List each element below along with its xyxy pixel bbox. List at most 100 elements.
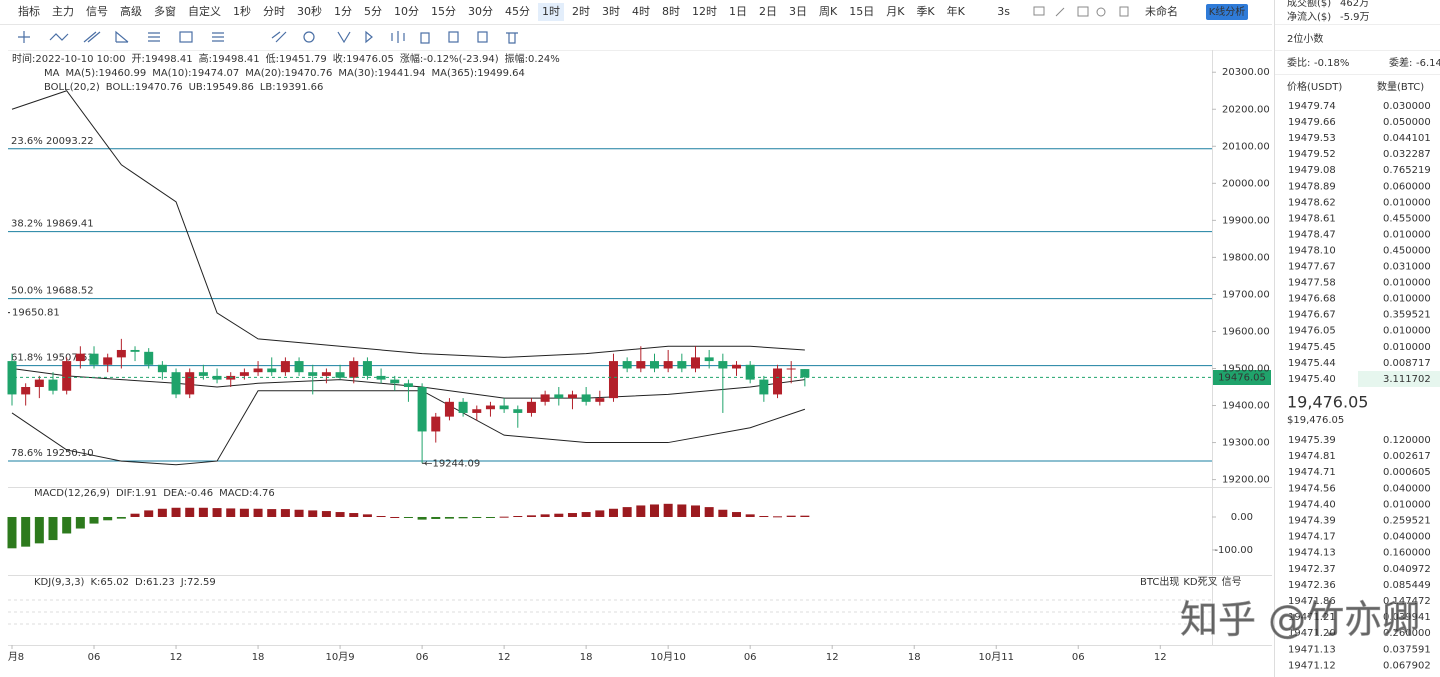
candle-body — [608, 361, 618, 399]
macd-bar — [622, 507, 632, 517]
toolbar-item[interactable]: 45分 — [505, 5, 530, 18]
toolbar-item[interactable]: 2日 — [759, 5, 777, 18]
analysis-button[interactable] — [1206, 4, 1248, 20]
ask-amount: 0.060000 — [1383, 181, 1431, 192]
ask-amount: 0.031000 — [1383, 262, 1431, 273]
macd-bar — [144, 510, 154, 517]
candle-body — [540, 394, 550, 402]
candle-body — [403, 383, 413, 388]
bid-amount: 0.002617 — [1383, 451, 1431, 462]
macd-bar — [239, 508, 249, 517]
bid-price: 19472.36 — [1288, 580, 1336, 591]
ask-amount: 3.111702 — [1383, 374, 1431, 385]
x-tick-label: 12 — [826, 652, 839, 663]
toolbar-item[interactable]: 30秒 — [297, 4, 322, 18]
macd-bar — [21, 516, 31, 547]
toolbar-item[interactable]: 30分 — [468, 5, 493, 18]
kdj-legend: D:61.23 — [135, 577, 175, 588]
candle-body — [663, 361, 673, 369]
toolbar-item[interactable]: 15日 — [849, 5, 874, 18]
y-tick-label: 19400.00 — [1222, 401, 1270, 412]
y-tick-label: 0.00 — [1231, 512, 1253, 523]
toolbar-item[interactable]: 3时 — [602, 5, 620, 18]
bid-amount: 0.000605 — [1383, 467, 1431, 478]
toolbar-item[interactable]: 12时 — [692, 5, 717, 18]
candle-body — [198, 372, 208, 376]
candle-body — [34, 379, 44, 388]
toolbar-item[interactable]: 指标 — [18, 4, 40, 18]
candle-body — [499, 405, 509, 410]
candle-body — [759, 379, 769, 395]
bid-price: 19474.56 — [1288, 483, 1336, 494]
ask-price: 19479.53 — [1288, 133, 1336, 144]
macd-bar — [403, 516, 413, 518]
toolbar-item[interactable]: 周K — [819, 5, 838, 18]
ask-price: 19479.66 — [1288, 117, 1336, 128]
candle-body — [431, 416, 441, 432]
candle-body — [417, 387, 427, 432]
kdj-signal: 信号 — [1222, 576, 1242, 588]
stat-value: -5.9万 — [1340, 12, 1370, 23]
toolbar-item[interactable]: 年K — [947, 4, 966, 18]
macd-bar — [704, 507, 714, 517]
toolbar-right[interactable]: 3s — [997, 5, 1010, 18]
toolbar-item[interactable]: 15分 — [431, 5, 456, 18]
ask-amount: 0.010000 — [1383, 197, 1431, 208]
toolbar-item[interactable]: 月K — [886, 5, 905, 18]
toolbar-item[interactable]: 1分 — [334, 5, 352, 18]
bid-amount: 0.147472 — [1383, 596, 1431, 607]
candle-body — [732, 364, 742, 369]
toolbar-item[interactable]: 2时 — [572, 5, 590, 18]
stat-value: 462万 — [1340, 0, 1369, 9]
candle-body — [321, 372, 331, 376]
y-tick-label: 19600.00 — [1222, 326, 1270, 337]
top-right-icons[interactable] — [1033, 6, 1129, 17]
toolbar-item[interactable]: 3日 — [789, 5, 807, 18]
ask-price: 19478.47 — [1288, 229, 1336, 240]
last-price-tag — [1213, 370, 1271, 385]
toolbar-right[interactable]: 未命名 — [1145, 4, 1178, 18]
toolbar-item[interactable]: 季K — [916, 5, 935, 18]
ratio-label: 委差: — [1389, 56, 1412, 69]
toolbar-item[interactable]: 主力 — [52, 5, 74, 18]
candle-body — [349, 361, 359, 378]
macd-bar — [732, 512, 742, 517]
fib-label: 78.6% 19250.10 — [11, 448, 94, 459]
candle-body — [472, 409, 482, 413]
toolbar-item[interactable]: 信号 — [86, 5, 108, 18]
toolbar-item[interactable]: 1时 — [542, 5, 560, 18]
candle-body — [75, 353, 85, 362]
y-tick-label: 20100.00 — [1222, 141, 1270, 152]
candle-body — [362, 361, 372, 376]
macd-bar — [335, 512, 345, 517]
ask-amount: 0.359521 — [1383, 310, 1431, 321]
bid-price: 19471.12 — [1288, 660, 1336, 671]
toolbar-item[interactable]: 高级 — [120, 4, 142, 18]
bid-price: 19471.20 — [1288, 628, 1336, 639]
ma-legend: MA(20):19470.76 — [245, 68, 332, 79]
ohlc-info: 开:19498.41 — [131, 54, 192, 65]
ma-legend: MA(10):19474.07 — [152, 68, 239, 79]
macd-bar — [773, 516, 783, 518]
macd-legend: DEA:-0.46 — [163, 488, 213, 499]
toolbar-item[interactable]: 多窗 — [154, 4, 176, 18]
y-tick-label: 19800.00 — [1222, 252, 1270, 263]
toolbar-item[interactable]: 1日 — [729, 5, 747, 18]
candle-body — [103, 357, 113, 365]
toolbar-item[interactable]: 自定义 — [188, 4, 221, 18]
toolbar-item[interactable]: 1秒 — [233, 4, 251, 18]
ohlc-info: 振幅:0.24% — [505, 52, 560, 65]
toolbar-item[interactable]: 分时 — [263, 5, 285, 18]
bid-price: 19474.40 — [1288, 499, 1336, 510]
bid-price: 19474.39 — [1288, 516, 1336, 527]
drawing-tools[interactable] — [18, 30, 518, 44]
x-tick-label: 10月11 — [979, 651, 1014, 663]
ask-amount: 0.450000 — [1383, 245, 1431, 256]
toolbar-right[interactable]: K线分析 — [1209, 5, 1246, 18]
toolbar-item[interactable]: 4时 — [632, 5, 650, 18]
toolbar-item[interactable]: 5分 — [364, 5, 382, 18]
decimals-select[interactable]: 2位小数 — [1287, 32, 1323, 45]
toolbar-item[interactable]: 10分 — [394, 5, 419, 18]
toolbar-item[interactable]: 8时 — [662, 5, 680, 18]
ask-amount: 0.032287 — [1383, 149, 1431, 160]
